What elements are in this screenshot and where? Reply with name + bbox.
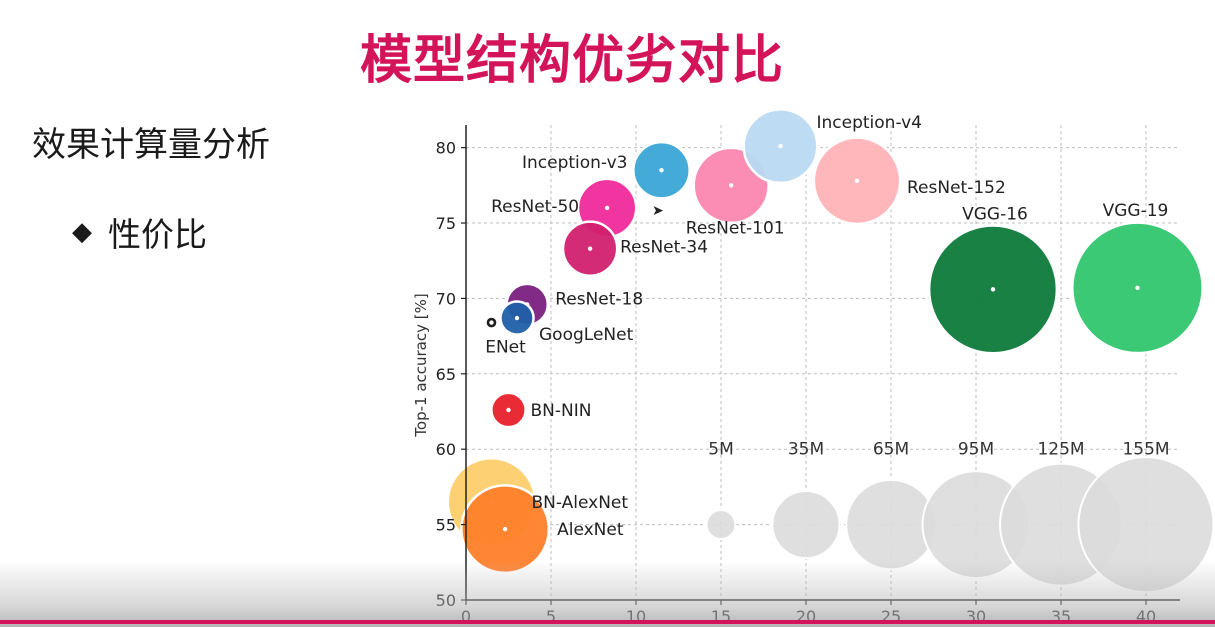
bubble-center-dot — [506, 407, 511, 413]
bubble-center-dot — [729, 183, 734, 188]
y-tick-label: 55 — [436, 516, 456, 535]
model-label: ResNet-34 — [620, 238, 708, 258]
y-tick-label: 50 — [436, 591, 456, 610]
model-label: ENet — [485, 338, 526, 358]
model-label: AlexNet — [557, 520, 624, 540]
size-legend-label: 95M — [958, 440, 994, 460]
size-legend-label: 5M — [708, 440, 733, 460]
bubble-center-dot — [502, 526, 508, 532]
bubble-center-dot — [990, 287, 996, 292]
bubble-center-dot — [514, 315, 520, 321]
bullet-text: 性价比 — [108, 215, 207, 254]
model-label: ResNet-18 — [555, 289, 643, 309]
y-tick-label: 60 — [436, 440, 456, 459]
y-tick-label: 75 — [436, 214, 456, 233]
bubble-center-dot — [854, 178, 860, 183]
y-tick-label: 80 — [436, 139, 456, 158]
model-label: ResNet-50 — [491, 197, 579, 217]
model-label: ResNet-152 — [907, 178, 1006, 198]
size-legend-label: 155M — [1122, 440, 1169, 460]
y-tick-label: 70 — [436, 289, 456, 308]
size-legend-bubble — [705, 509, 737, 541]
size-legend-bubble — [771, 490, 841, 560]
model-label: VGG-16 — [962, 204, 1028, 224]
model-label: Inception-v4 — [817, 113, 923, 133]
model-labels: BN-AlexNet AlexNet ENet GoogLeNet ResNet-18 B… — [485, 113, 1168, 540]
bubble-center-dot — [489, 320, 494, 325]
model-label: ResNet-101 — [686, 218, 785, 238]
model-label: BN-NIN — [531, 401, 592, 421]
size-legend-bubble — [1077, 456, 1215, 594]
mouse-cursor-icon: ➤ — [652, 203, 664, 219]
diamond-bullet-icon: ◆ — [72, 217, 92, 247]
model-label: Inception-v3 — [522, 153, 628, 173]
model-label: VGG-19 — [1103, 201, 1169, 221]
model-label: BN-AlexNet — [532, 493, 629, 513]
size-legend-label: 65M — [873, 440, 909, 460]
model-bubbles — [446, 108, 1204, 575]
size-legend-label: 35M — [788, 440, 824, 460]
model-label: GoogLeNet — [539, 325, 634, 345]
bubble-center-dot — [604, 205, 610, 211]
bubble-center-dot — [778, 143, 783, 149]
bubble-center-dot — [587, 246, 593, 251]
bullet-item: ◆ 性价比 — [72, 208, 207, 256]
bubble-center-dot — [1135, 285, 1140, 291]
y-tick-label: 65 — [436, 365, 456, 384]
y-axis-label: Top-1 accuracy [%] — [412, 293, 430, 437]
size-legend: 5M 35M 65M 95M 125M 155M — [705, 440, 1215, 594]
slide-title: 模型结构优劣对比 — [360, 31, 785, 91]
slide-subtitle: 效果计算量分析 — [32, 125, 270, 165]
size-legend-label: 125M — [1037, 440, 1084, 460]
bubble-center-dot — [659, 168, 664, 173]
accent-line — [0, 620, 1215, 624]
